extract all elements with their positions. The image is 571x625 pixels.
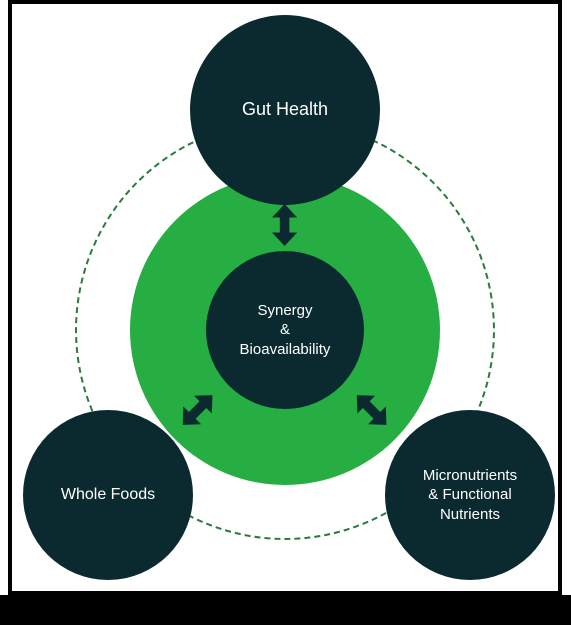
micronutrients-line-3: Nutrients [423, 505, 517, 525]
center-line-2: & [240, 320, 331, 340]
outer-node-gut-health: Gut Health [190, 15, 380, 205]
bottom-black-strip [0, 595, 571, 625]
outer-node-whole-foods: Whole Foods [23, 410, 193, 580]
micronutrients-line-2: & Functional [423, 485, 517, 505]
whole-foods-label: Whole Foods [61, 485, 155, 506]
center-line-1: Synergy [240, 301, 331, 321]
center-node-synergy: Synergy & Bioavailability [206, 251, 364, 409]
micronutrients-line-1: Micronutrients [423, 466, 517, 486]
outer-node-micronutrients: Micronutrients & Functional Nutrients [385, 410, 555, 580]
center-line-3: Bioavailability [240, 340, 331, 360]
gut-health-label: Gut Health [242, 98, 328, 121]
double-arrow-top [272, 204, 297, 246]
